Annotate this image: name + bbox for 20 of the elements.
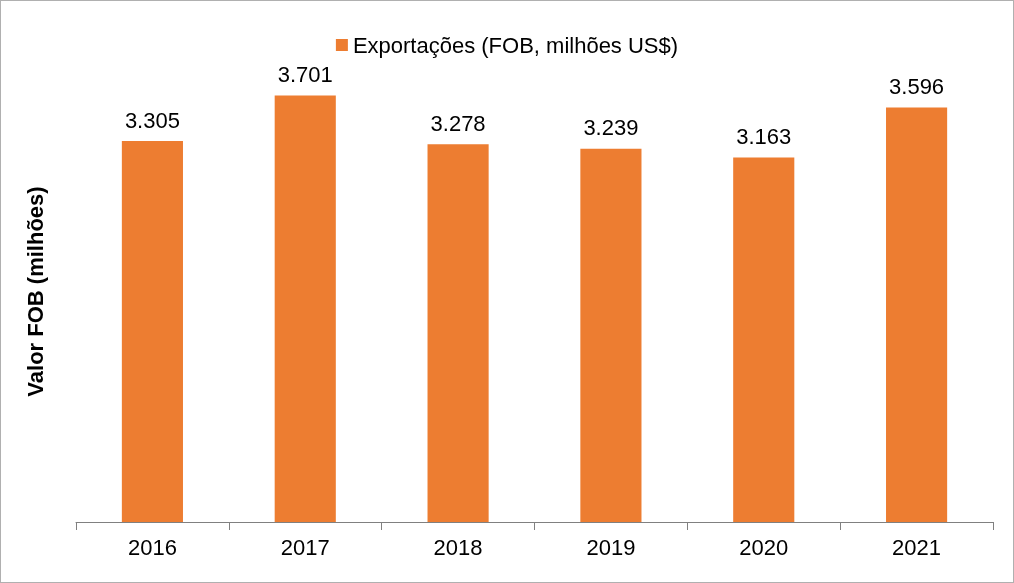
data-label: 3.163: [736, 123, 792, 149]
x-tick-label: 2019: [586, 534, 636, 560]
data-label: 3.701: [277, 61, 333, 87]
x-tick-label: 2020: [739, 534, 789, 560]
data-label: 3.278: [430, 110, 486, 136]
data-label: 3.596: [889, 74, 945, 100]
x-tick-label: 2018: [433, 534, 483, 560]
bar: [733, 157, 795, 522]
data-label: 3.239: [583, 115, 639, 141]
x-tick-label: 2017: [280, 534, 330, 560]
y-axis-title: Valor FOB (milhões): [22, 186, 48, 397]
x-tick-label: 2021: [892, 534, 942, 560]
bar: [274, 95, 336, 522]
bar: [886, 107, 948, 522]
data-label: 3.305: [124, 107, 180, 133]
bar: [121, 141, 183, 522]
bar: [580, 148, 642, 522]
x-tick-label: 2016: [127, 534, 177, 560]
legend-label: Exportações (FOB, milhões US$): [352, 32, 679, 58]
bar: [427, 144, 489, 522]
